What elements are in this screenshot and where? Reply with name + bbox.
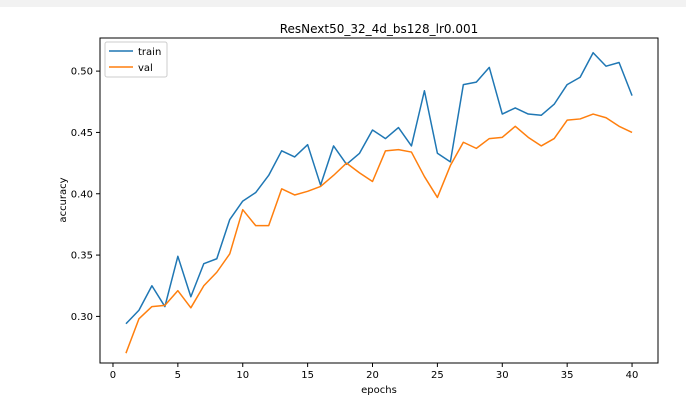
plot-area [99, 37, 659, 364]
x-tick-label: 15 [301, 370, 314, 381]
legend-val-label: val [138, 63, 153, 74]
x-axis-label: epochs [361, 385, 397, 396]
series-line-train [125, 51, 633, 325]
x-tick-label: 35 [561, 370, 574, 381]
y-tick-label: 0.45 [71, 128, 93, 139]
x-tick-label: 20 [366, 370, 379, 381]
x-tick-label: 0 [110, 370, 116, 381]
y-tick-label: 0.40 [71, 189, 93, 200]
legend: train val [104, 41, 168, 78]
x-tick-label: 30 [496, 370, 509, 381]
x-tick-label: 40 [626, 370, 639, 381]
x-tick-label: 5 [175, 370, 181, 381]
series-line-val [125, 113, 633, 354]
series-layer [125, 51, 633, 354]
y-tick-label: 0.50 [71, 67, 93, 78]
y-tick-label: 0.35 [71, 251, 93, 262]
chart-title: ResNext50_32_4d_bs128_lr0.001 [280, 22, 479, 36]
x-tick-label: 25 [431, 370, 444, 381]
legend-train-label: train [138, 47, 161, 58]
y-axis-label: accuracy [58, 177, 69, 222]
y-axis: 0.30 0.35 0.40 0.45 0.50 [71, 67, 100, 323]
y-tick-label: 0.30 [71, 312, 93, 323]
x-axis: 0 5 10 15 20 25 30 35 40 [110, 363, 639, 381]
x-tick-label: 10 [236, 370, 249, 381]
window-top-strip [0, 0, 686, 7]
